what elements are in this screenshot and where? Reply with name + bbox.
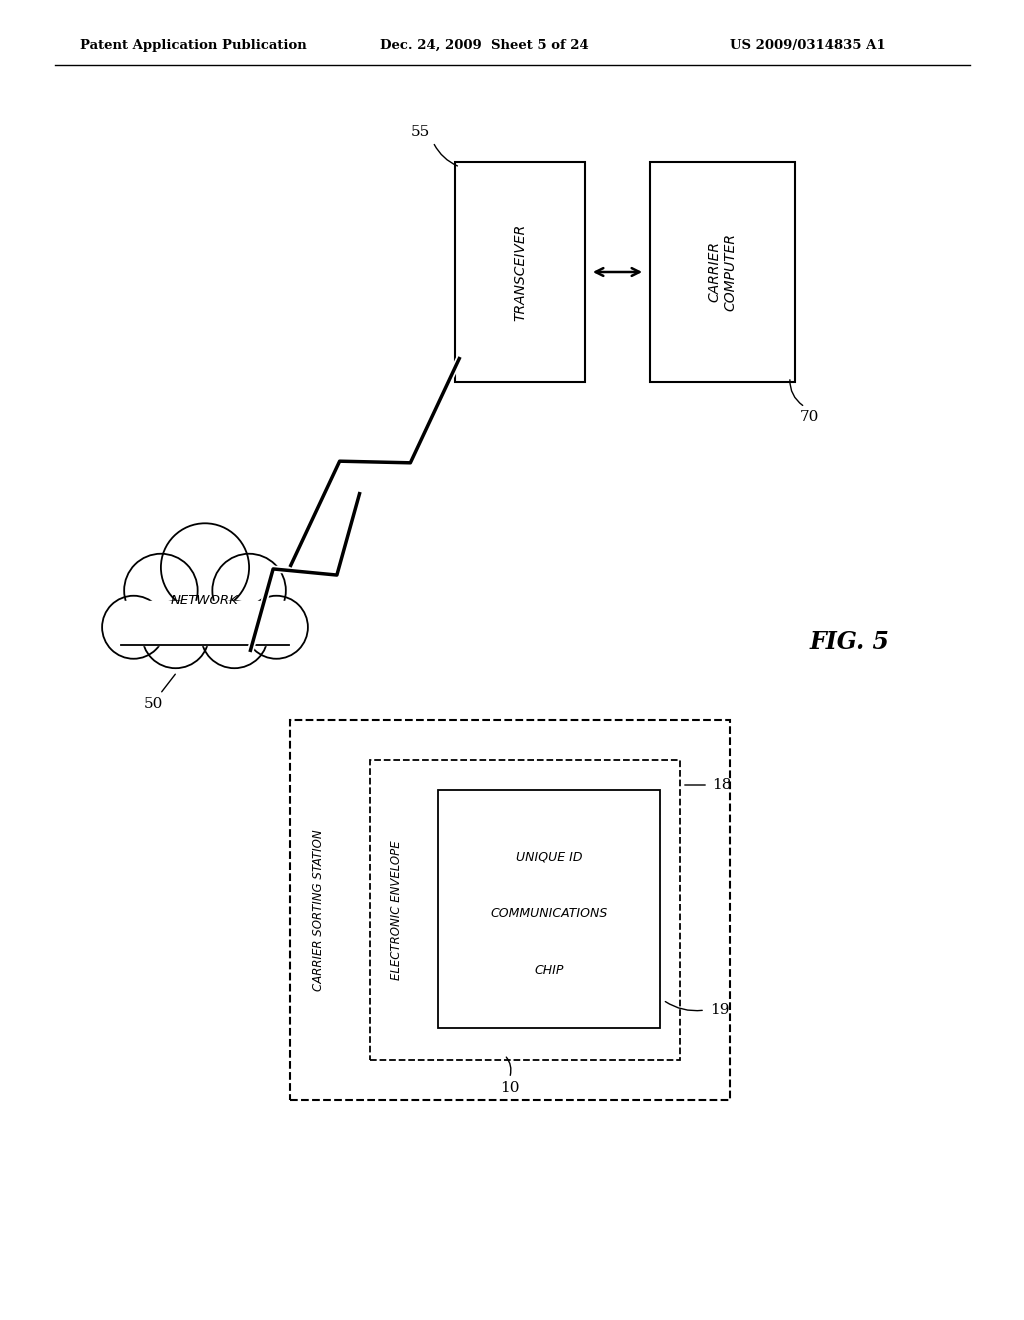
FancyBboxPatch shape — [121, 601, 289, 645]
Circle shape — [161, 523, 249, 611]
Text: 19: 19 — [710, 1003, 729, 1016]
Circle shape — [102, 595, 165, 659]
Circle shape — [212, 554, 286, 627]
Text: Patent Application Publication: Patent Application Publication — [80, 38, 307, 51]
Text: 10: 10 — [500, 1081, 519, 1096]
Text: COMMUNICATIONS: COMMUNICATIONS — [490, 907, 607, 920]
Circle shape — [124, 554, 198, 627]
Circle shape — [142, 601, 209, 668]
Text: CHIP: CHIP — [535, 965, 563, 977]
Text: FIG. 5: FIG. 5 — [810, 630, 890, 653]
Text: 70: 70 — [800, 411, 819, 424]
Text: CARRIER
COMPUTER: CARRIER COMPUTER — [708, 234, 737, 312]
FancyBboxPatch shape — [290, 719, 730, 1100]
FancyBboxPatch shape — [370, 760, 680, 1060]
Text: CARRIER SORTING STATION: CARRIER SORTING STATION — [311, 829, 325, 991]
Circle shape — [201, 601, 268, 668]
Bar — [455, 162, 585, 381]
Text: ELECTRONIC ENVELOPE: ELECTRONIC ENVELOPE — [389, 841, 402, 979]
Bar — [650, 162, 795, 381]
Text: TRANSCEIVER: TRANSCEIVER — [513, 223, 527, 321]
Bar — [438, 789, 660, 1028]
Text: 18: 18 — [712, 777, 731, 792]
Text: 50: 50 — [143, 697, 163, 711]
Text: UNIQUE ID: UNIQUE ID — [516, 850, 583, 863]
Text: Dec. 24, 2009  Sheet 5 of 24: Dec. 24, 2009 Sheet 5 of 24 — [380, 38, 589, 51]
Text: 55: 55 — [411, 125, 430, 139]
Text: US 2009/0314835 A1: US 2009/0314835 A1 — [730, 38, 886, 51]
Text: NETWORK: NETWORK — [171, 594, 239, 606]
Circle shape — [245, 595, 308, 659]
